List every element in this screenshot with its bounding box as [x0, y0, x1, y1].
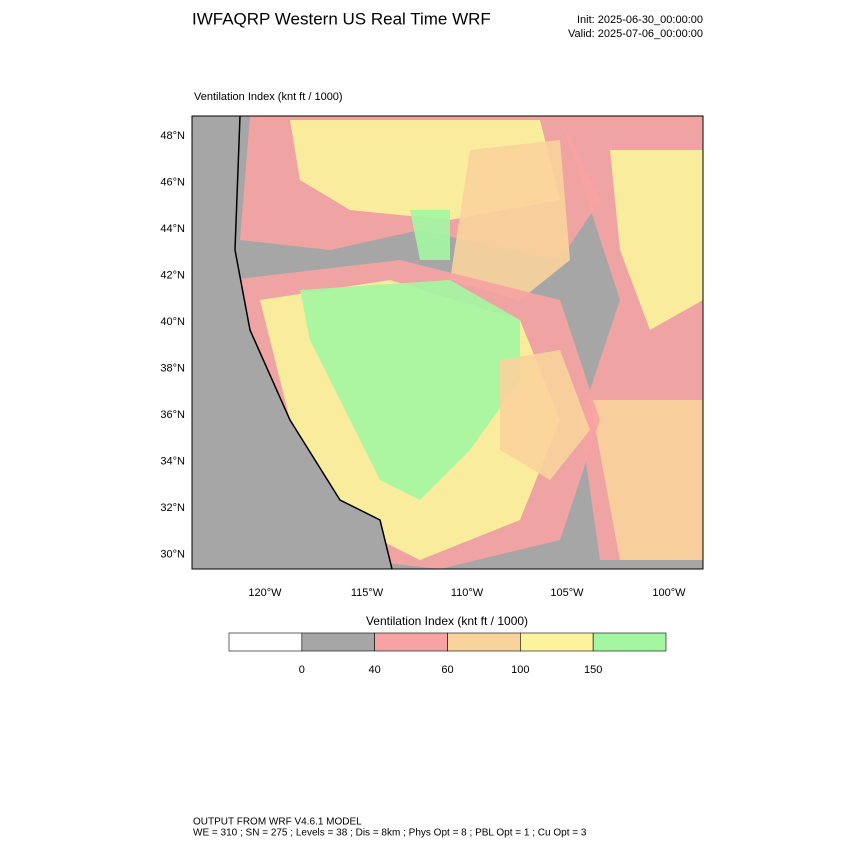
colorbar-box	[374, 632, 448, 652]
lat-label: 44°N	[160, 223, 185, 235]
ocean	[192, 116, 392, 569]
init-time: Init: 2025-06-30_00:00:00	[577, 14, 703, 26]
field-area	[500, 350, 590, 480]
field-area	[590, 400, 703, 560]
lon-label: 110°W	[451, 587, 484, 599]
colorbar-box	[592, 632, 667, 652]
lon-label: 100°W	[652, 587, 686, 599]
field-area	[300, 280, 520, 500]
field-area	[410, 210, 450, 260]
footer-line: WE = 310 ; SN = 275 ; Levels = 38 ; Dis …	[193, 828, 587, 839]
valid-time: Valid: 2025-07-06_00:00:00	[568, 28, 703, 40]
map-frame	[191, 115, 704, 570]
lat-label: 30°N	[160, 548, 185, 560]
lat-label: 42°N	[160, 269, 185, 281]
colorbar-tick-label: 100	[511, 664, 529, 676]
map	[192, 116, 703, 569]
lon-label: 120°W	[248, 587, 282, 599]
lat-label: 32°N	[160, 502, 185, 514]
lat-label: 34°N	[160, 455, 185, 467]
title: IWFAQRP Western US Real Time WRF	[192, 9, 491, 28]
lon-label: 115°W	[351, 587, 384, 599]
lat-label: 38°N	[160, 362, 185, 374]
colorbar-box	[520, 632, 594, 652]
lon-label: 105°W	[550, 587, 584, 599]
colorbar-box	[301, 632, 375, 652]
colorbar-box	[447, 632, 521, 652]
colorbar-tick-label: 60	[441, 664, 453, 676]
field-area	[450, 140, 570, 300]
lat-label: 36°N	[160, 409, 185, 421]
colorbar-tick-label: 150	[584, 664, 602, 676]
field-area	[610, 150, 703, 330]
coastline	[234, 116, 393, 569]
lat-label: 48°N	[160, 130, 185, 142]
colorbar-title: Ventilation Index (knt ft / 1000)	[366, 614, 528, 628]
footer-line: OUTPUT FROM WRF V4.6.1 MODEL	[193, 817, 362, 828]
colorbar-tick-label: 40	[369, 664, 381, 676]
lat-label: 46°N	[160, 176, 185, 188]
lat-label: 40°N	[160, 316, 185, 328]
map-label: Ventilation Index (knt ft / 1000)	[194, 91, 343, 103]
colorbar-tick-label: 0	[299, 664, 305, 676]
colorbar-box	[228, 632, 303, 652]
